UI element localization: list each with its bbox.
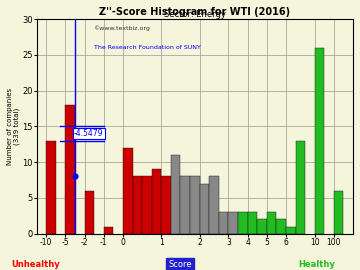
Bar bbox=[132, 177, 142, 234]
Title: Z''-Score Histogram for WTI (2016): Z''-Score Histogram for WTI (2016) bbox=[99, 7, 291, 17]
Bar bbox=[209, 177, 219, 234]
Bar bbox=[238, 212, 248, 234]
Bar bbox=[296, 141, 305, 234]
Text: Sector: Energy: Sector: Energy bbox=[164, 10, 226, 19]
Bar bbox=[228, 212, 238, 234]
Bar bbox=[315, 48, 324, 234]
Bar bbox=[46, 141, 56, 234]
Bar bbox=[219, 212, 228, 234]
Bar bbox=[142, 177, 152, 234]
Bar bbox=[171, 155, 180, 234]
Bar bbox=[257, 220, 267, 234]
Bar bbox=[248, 212, 257, 234]
Text: The Research Foundation of SUNY: The Research Foundation of SUNY bbox=[94, 45, 201, 50]
Bar bbox=[276, 220, 286, 234]
Text: Healthy: Healthy bbox=[298, 260, 335, 269]
Bar bbox=[123, 148, 132, 234]
Y-axis label: Number of companies
(339 total): Number of companies (339 total) bbox=[7, 88, 21, 165]
Text: -4.5479: -4.5479 bbox=[74, 129, 104, 138]
Text: Unhealthy: Unhealthy bbox=[12, 260, 60, 269]
Text: ©www.textbiz.org: ©www.textbiz.org bbox=[94, 26, 150, 31]
Bar bbox=[161, 177, 171, 234]
Bar bbox=[190, 177, 200, 234]
Bar bbox=[85, 191, 94, 234]
Bar bbox=[200, 184, 209, 234]
Bar bbox=[267, 212, 276, 234]
Bar bbox=[104, 227, 113, 234]
Bar bbox=[152, 169, 161, 234]
Bar bbox=[66, 105, 75, 234]
Bar bbox=[180, 177, 190, 234]
Bar bbox=[286, 227, 296, 234]
Bar bbox=[334, 191, 343, 234]
Text: Score: Score bbox=[168, 260, 192, 269]
